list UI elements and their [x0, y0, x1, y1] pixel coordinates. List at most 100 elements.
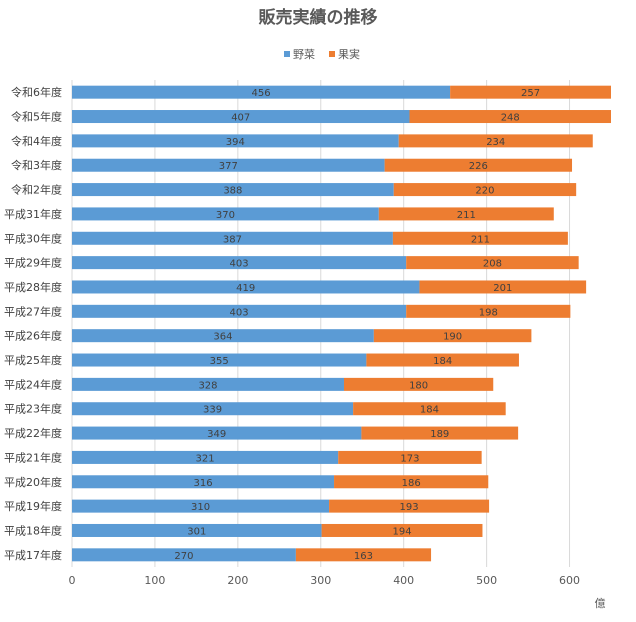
bar-segment-series-0: [72, 158, 385, 172]
data-label: 339: [203, 405, 222, 416]
bars: [72, 85, 611, 562]
y-category-label: 平成22年度: [4, 426, 62, 440]
data-label: 190: [443, 332, 462, 343]
data-label: 248: [501, 113, 520, 124]
bar-segment-series-1: [373, 329, 532, 343]
legend: 野菜 果実: [284, 47, 360, 61]
bar-segment-series-0: [72, 110, 410, 124]
x-tick-label: 300: [310, 574, 331, 587]
bar-segment-series-1: [384, 158, 573, 172]
legend-swatch: [284, 51, 290, 57]
bar-segment-series-1: [406, 256, 579, 270]
bar-segment-series-1: [393, 183, 577, 197]
data-label: 388: [223, 186, 242, 197]
data-label: 208: [483, 259, 502, 270]
bar-segment-series-0: [72, 450, 339, 464]
data-label: 316: [193, 478, 212, 489]
data-label: 257: [521, 88, 540, 99]
legend-swatch: [329, 51, 335, 57]
data-label: 301: [187, 526, 206, 537]
data-label: 403: [230, 307, 249, 318]
bar-segment-series-0: [72, 548, 296, 562]
bar-segment-series-0: [72, 280, 420, 294]
bar-segment-series-1: [353, 402, 506, 416]
bar-segment-series-0: [72, 523, 322, 537]
bar-segment-series-1: [450, 85, 611, 99]
data-label: 198: [479, 307, 498, 318]
bar-segment-series-1: [338, 450, 482, 464]
bar-segment-series-1: [366, 353, 519, 367]
data-label: 355: [210, 356, 229, 367]
data-label: 377: [219, 161, 238, 172]
data-label: 173: [400, 453, 419, 464]
data-label: 310: [191, 502, 210, 513]
bar-segment-series-0: [72, 377, 344, 391]
y-category-label: 平成20年度: [4, 475, 62, 489]
bar-segment-series-1: [329, 499, 490, 513]
bar-segment-series-0: [72, 402, 354, 416]
bar-segment-series-1: [409, 110, 611, 124]
data-label: 220: [475, 186, 494, 197]
data-label: 364: [213, 332, 232, 343]
bar-segment-series-0: [72, 499, 330, 513]
data-label: 407: [231, 113, 250, 124]
data-label: 456: [252, 88, 271, 99]
y-category-label: 平成28年度: [4, 280, 62, 294]
y-category-label: 令和5年度: [11, 110, 62, 124]
legend-label: 野菜: [293, 48, 315, 61]
data-label: 349: [207, 429, 226, 440]
bar-segment-series-0: [72, 231, 393, 245]
y-category-label: 令和3年度: [11, 158, 62, 172]
bar-segment-series-1: [406, 304, 571, 318]
data-label: 394: [226, 137, 245, 148]
data-label: 189: [430, 429, 449, 440]
y-category-label: 平成30年度: [4, 231, 62, 245]
data-label: 387: [223, 234, 242, 245]
bar-segment-series-1: [343, 377, 494, 391]
x-tick-label: 500: [476, 574, 497, 587]
y-category-label: 令和4年度: [11, 134, 62, 148]
y-category-label: 平成24年度: [4, 377, 62, 391]
unit-label: 億: [595, 597, 606, 610]
data-label: 194: [392, 526, 411, 537]
x-tick-label: 200: [227, 574, 248, 587]
data-label: 419: [236, 283, 255, 294]
legend-label: 果実: [338, 47, 360, 61]
bar-segment-series-0: [72, 207, 379, 221]
bar-segment-series-0: [72, 183, 394, 197]
y-category-label: 平成25年度: [4, 353, 62, 367]
data-label: 211: [471, 234, 490, 245]
bar-segment-series-0: [72, 85, 451, 99]
y-category-label: 平成18年度: [4, 523, 62, 537]
x-tick-label: 400: [393, 574, 414, 587]
bar-segment-series-1: [361, 426, 519, 440]
data-label: 193: [400, 502, 419, 513]
bar-segment-series-1: [295, 548, 432, 562]
y-category-label: 平成29年度: [4, 256, 62, 270]
bar-segment-series-0: [72, 353, 367, 367]
data-label: 211: [457, 210, 476, 221]
data-label: 184: [420, 405, 439, 416]
bar-segment-series-1: [334, 475, 489, 489]
data-label: 270: [174, 551, 193, 562]
y-category-label: 平成31年度: [4, 207, 62, 221]
data-label: 321: [196, 453, 215, 464]
x-tick-label: 100: [144, 574, 165, 587]
y-category-label: 平成19年度: [4, 499, 62, 513]
data-label: 184: [433, 356, 452, 367]
y-category-label: 平成26年度: [4, 329, 62, 343]
y-category-label: 平成23年度: [4, 402, 62, 416]
data-label: 201: [493, 283, 512, 294]
y-category-label: 平成17年度: [4, 548, 62, 562]
bar-segment-series-1: [419, 280, 587, 294]
data-label: 180: [409, 380, 428, 391]
bar-segment-series-1: [378, 207, 554, 221]
data-label: 403: [230, 259, 249, 270]
bar-segment-series-1: [392, 231, 568, 245]
bar-segment-series-0: [72, 329, 374, 343]
data-label: 163: [354, 551, 373, 562]
gridlines: [71, 80, 571, 567]
y-category-label: 令和2年度: [11, 183, 62, 197]
bar-segment-series-0: [72, 134, 399, 148]
